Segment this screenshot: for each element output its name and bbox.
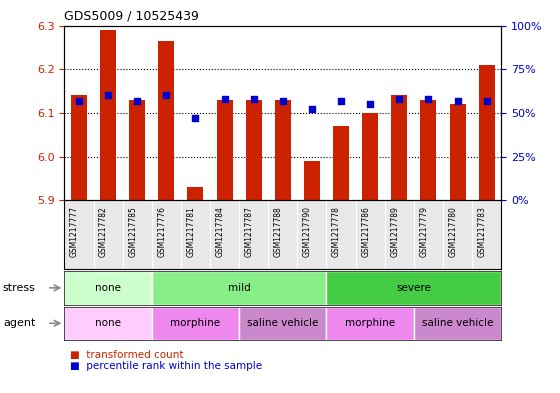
Point — [482, 97, 491, 104]
Bar — [64, 271, 152, 305]
Bar — [152, 307, 239, 340]
Bar — [129, 100, 145, 200]
Text: stress: stress — [2, 283, 35, 293]
Bar — [362, 113, 378, 200]
Text: ■  percentile rank within the sample: ■ percentile rank within the sample — [70, 362, 262, 371]
Text: GSM1217780: GSM1217780 — [449, 206, 458, 257]
Point — [366, 101, 375, 107]
Bar — [158, 41, 174, 200]
Text: GSM1217785: GSM1217785 — [128, 206, 137, 257]
Text: morphine: morphine — [170, 318, 221, 328]
Bar — [326, 307, 414, 340]
Bar — [326, 271, 501, 305]
Point — [307, 107, 316, 113]
Point — [104, 92, 113, 99]
Text: agent: agent — [3, 318, 35, 328]
Text: morphine: morphine — [345, 318, 395, 328]
Text: severe: severe — [396, 283, 431, 293]
Text: GSM1217776: GSM1217776 — [157, 206, 166, 257]
Bar — [421, 100, 436, 200]
Bar — [479, 65, 494, 200]
Text: GSM1217784: GSM1217784 — [216, 206, 225, 257]
Bar — [391, 95, 407, 200]
Text: GSM1217789: GSM1217789 — [390, 206, 399, 257]
Bar — [333, 126, 349, 200]
Bar — [304, 161, 320, 200]
Text: GSM1217778: GSM1217778 — [332, 206, 341, 257]
Text: GSM1217779: GSM1217779 — [419, 206, 428, 257]
Point — [278, 97, 287, 104]
Point — [74, 97, 83, 104]
Text: saline vehicle: saline vehicle — [422, 318, 493, 328]
Text: none: none — [95, 283, 121, 293]
Text: GSM1217787: GSM1217787 — [245, 206, 254, 257]
Bar — [64, 307, 152, 340]
Bar — [450, 104, 465, 200]
Text: GSM1217782: GSM1217782 — [99, 206, 108, 257]
Point — [220, 96, 229, 102]
Bar — [217, 100, 232, 200]
Bar — [100, 30, 116, 200]
Text: none: none — [95, 318, 121, 328]
Text: GSM1217790: GSM1217790 — [303, 206, 312, 257]
Text: GSM1217781: GSM1217781 — [186, 206, 195, 257]
Point — [337, 97, 346, 104]
Text: GSM1217786: GSM1217786 — [361, 206, 370, 257]
Point — [162, 92, 171, 99]
Point — [191, 115, 200, 121]
Text: saline vehicle: saline vehicle — [247, 318, 319, 328]
Bar — [275, 100, 291, 200]
Text: GSM1217783: GSM1217783 — [478, 206, 487, 257]
Text: GSM1217777: GSM1217777 — [70, 206, 79, 257]
Bar — [152, 271, 326, 305]
Bar — [246, 100, 262, 200]
Point — [249, 96, 258, 102]
Point — [424, 96, 433, 102]
Point — [453, 97, 462, 104]
Bar — [188, 187, 203, 200]
Bar — [71, 95, 87, 200]
Text: GSM1217788: GSM1217788 — [274, 206, 283, 257]
Text: GDS5009 / 10525439: GDS5009 / 10525439 — [64, 10, 199, 23]
Bar — [239, 307, 326, 340]
Text: mild: mild — [228, 283, 250, 293]
Point — [133, 97, 142, 104]
Point — [395, 96, 404, 102]
Text: ■  transformed count: ■ transformed count — [70, 350, 184, 360]
Bar — [414, 307, 501, 340]
